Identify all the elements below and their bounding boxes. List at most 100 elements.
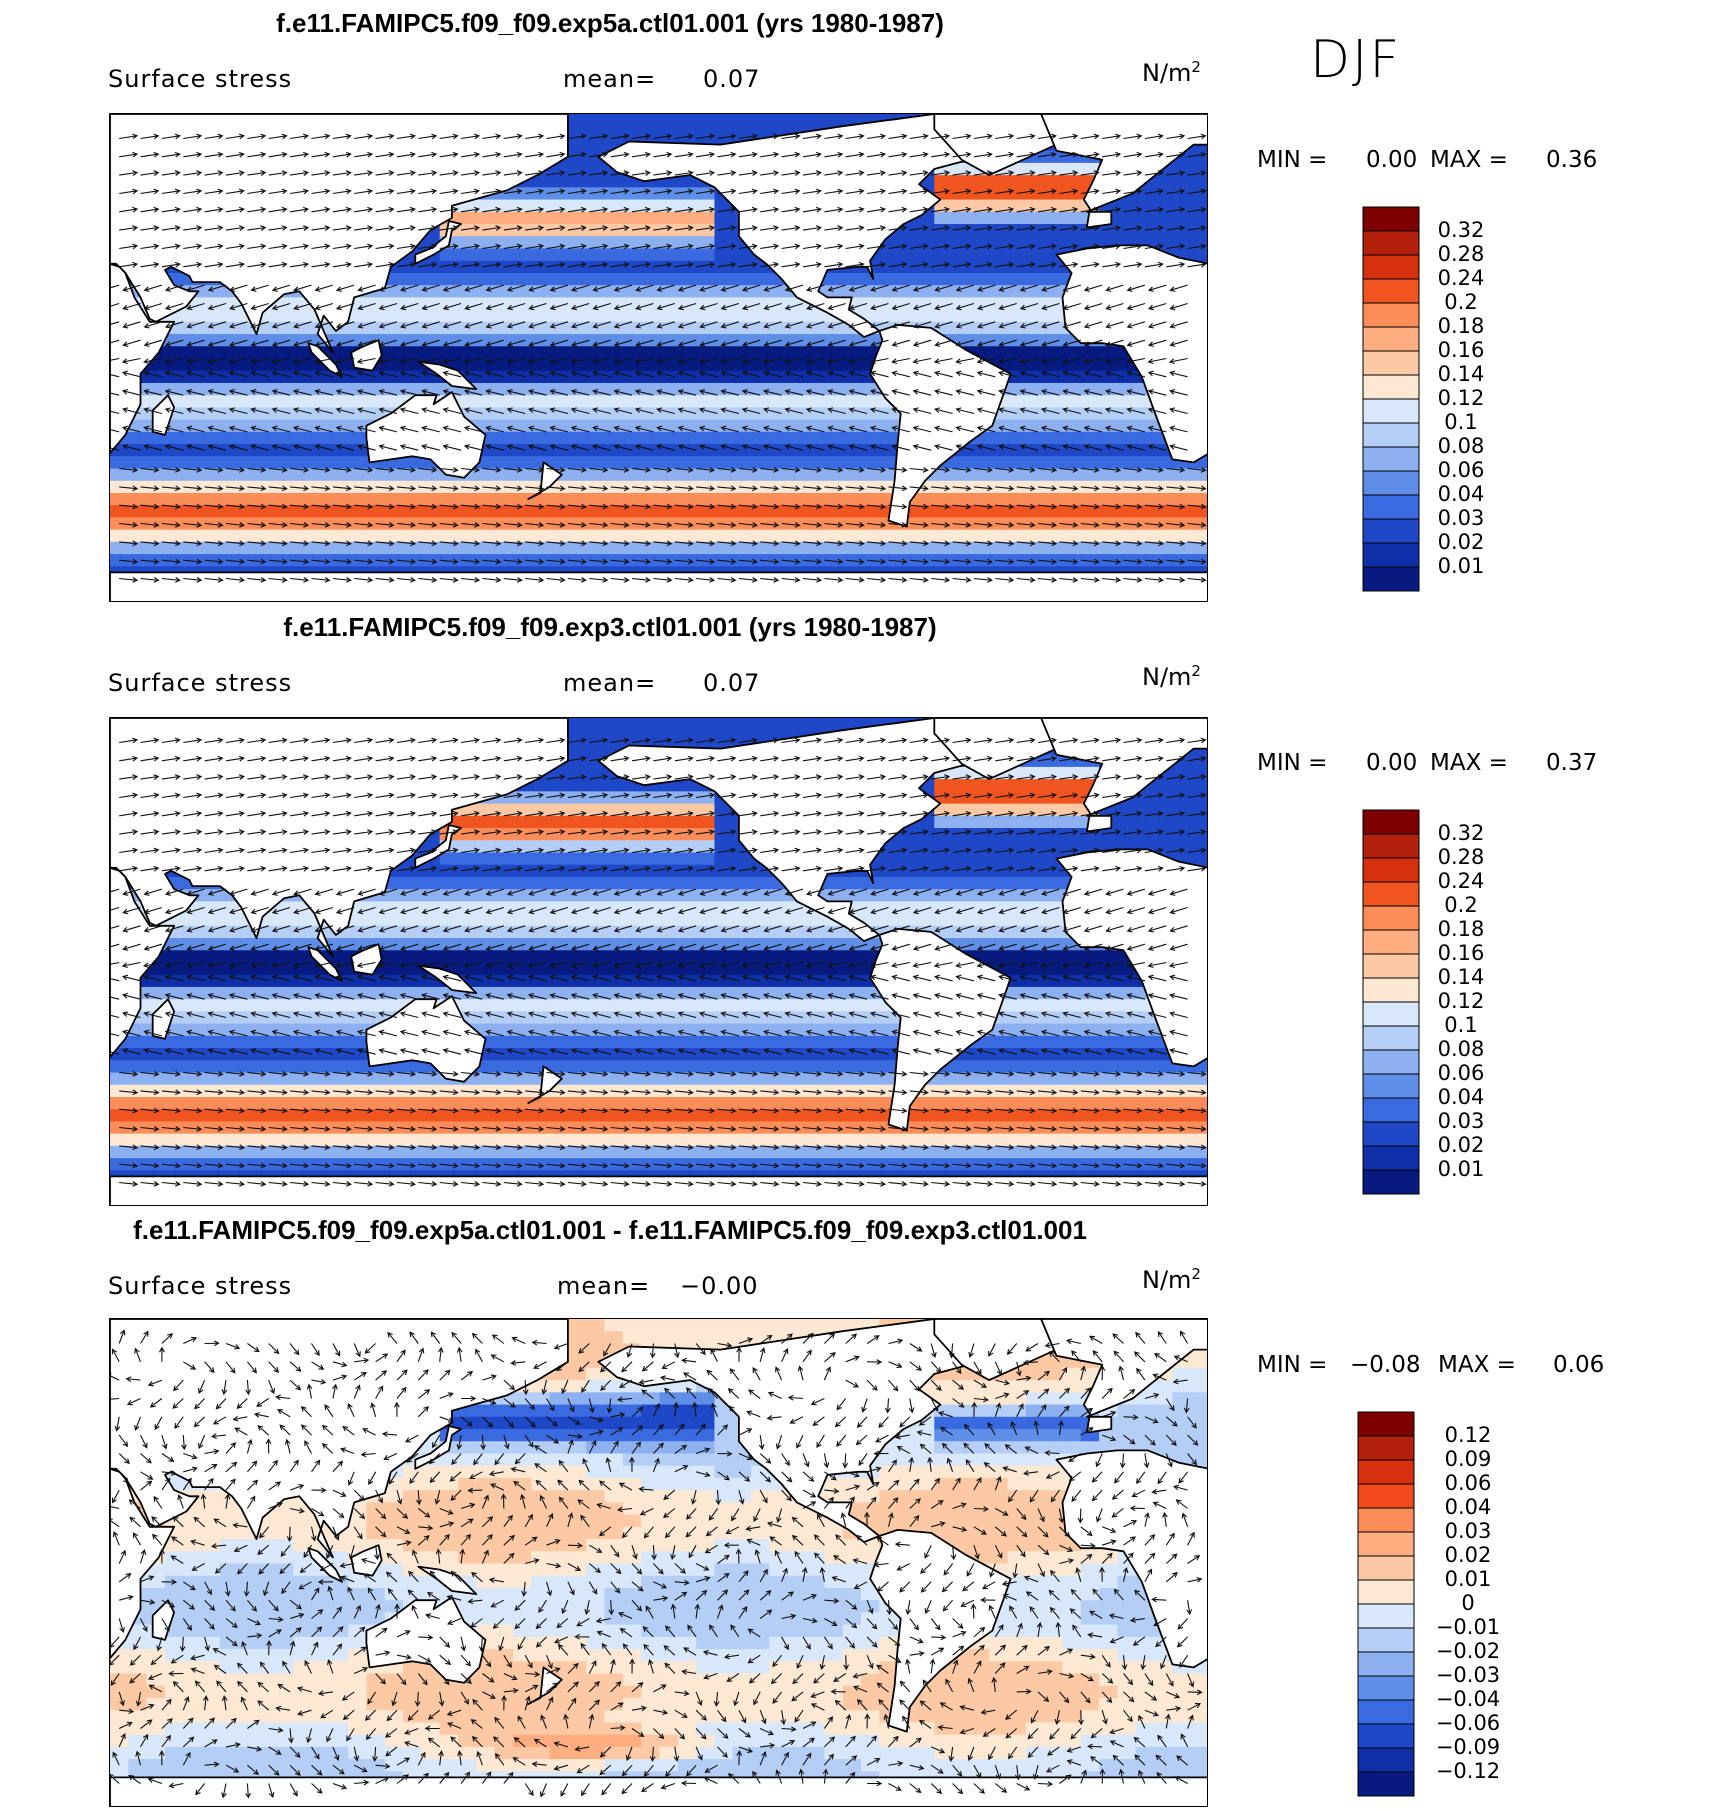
stress-vector (976, 388, 996, 396)
field-cell (1062, 505, 1082, 519)
stress-vector (375, 522, 395, 528)
stress-vector (164, 321, 184, 329)
field-cell (1044, 505, 1064, 519)
stress-vector (354, 540, 374, 547)
stress-vector (356, 388, 376, 396)
field-cell (512, 211, 532, 225)
stress-vector (356, 425, 376, 433)
field-cell (1007, 468, 1027, 482)
field-cell (769, 889, 789, 902)
field-cell (274, 334, 294, 347)
field-cell (989, 431, 1009, 445)
field-cell (769, 382, 789, 396)
field-cell (1080, 370, 1100, 384)
stress-vector (931, 170, 951, 176)
stress-vector (653, 467, 673, 473)
stress-vector (186, 370, 205, 378)
stress-vector (527, 425, 547, 433)
field-cell (567, 334, 587, 347)
stress-vector (418, 225, 438, 231)
field-cell (219, 382, 239, 396)
stress-vector (1041, 339, 1060, 347)
field-cell (586, 187, 606, 201)
field-cell (183, 431, 203, 445)
stress-vector (464, 284, 483, 292)
field-cell (659, 852, 679, 866)
stress-vector (955, 284, 975, 292)
stress-vector (1144, 503, 1164, 510)
stress-vector (311, 170, 331, 176)
field-cell (604, 938, 624, 951)
colorbar-label: 0.2 (1444, 290, 1477, 314)
landmass (527, 461, 563, 500)
stress-vector (143, 425, 163, 433)
field-cell (677, 395, 697, 408)
field-cell (567, 950, 587, 964)
field-cell (274, 444, 294, 457)
field-cell (714, 224, 734, 237)
field-cell (403, 864, 422, 878)
field-cell (787, 456, 807, 470)
field-cell (384, 272, 404, 286)
field-cell (732, 407, 752, 421)
stress-vector (225, 225, 245, 231)
field-cell (915, 260, 935, 274)
stress-vector (891, 302, 910, 311)
stress-vector (1016, 467, 1036, 473)
stress-vector (1083, 302, 1103, 311)
field-cell (970, 864, 990, 878)
field-cell (915, 505, 935, 519)
stress-vector (1019, 357, 1039, 365)
stress-vector (354, 467, 374, 473)
stress-vector (933, 388, 953, 396)
stress-vector (696, 188, 716, 195)
field-cell (952, 529, 972, 543)
stress-vector (909, 577, 929, 583)
field-cell (183, 456, 203, 470)
stress-vector (802, 261, 822, 268)
field-cell (677, 211, 697, 225)
stress-vector (933, 444, 953, 451)
field-cell (787, 529, 807, 543)
field-cell (677, 346, 697, 360)
stress-vector (335, 425, 355, 433)
field-cell (641, 950, 661, 964)
field-cell (659, 913, 679, 927)
stress-vector (375, 133, 395, 140)
field-cell (824, 395, 844, 408)
stress-vector (461, 522, 481, 528)
field-cell (879, 456, 899, 470)
field-cell (1062, 828, 1082, 841)
panel1-max-label: MAX = (1430, 147, 1508, 173)
field-cell (586, 828, 606, 841)
field-cell (421, 554, 441, 567)
field-cell (1044, 962, 1064, 976)
field-cell (989, 505, 1009, 519)
field-cell (879, 852, 899, 866)
field-cell (989, 828, 1009, 841)
field-cell (622, 925, 642, 939)
field-cell (879, 272, 899, 286)
stress-vector (867, 522, 887, 528)
stress-vector (482, 522, 502, 528)
stress-vector (332, 558, 352, 565)
field-cell (512, 876, 532, 890)
field-cell (604, 285, 624, 298)
field-cell (604, 541, 624, 555)
field-cell (1007, 815, 1027, 829)
stress-vector (1166, 243, 1186, 250)
field-cell (476, 309, 496, 323)
field-cell (787, 492, 807, 506)
stress-vector (973, 133, 993, 140)
field-cell (824, 321, 844, 335)
stress-vector (143, 370, 163, 378)
field-cell (1062, 950, 1082, 964)
field-cell (732, 468, 752, 482)
stress-vector (1169, 388, 1188, 396)
field-cell (677, 480, 697, 494)
stress-vector (439, 188, 459, 195)
stress-vector (161, 522, 181, 528)
stress-vector (204, 151, 224, 158)
stress-vector (399, 388, 419, 396)
stress-vector (613, 302, 633, 311)
